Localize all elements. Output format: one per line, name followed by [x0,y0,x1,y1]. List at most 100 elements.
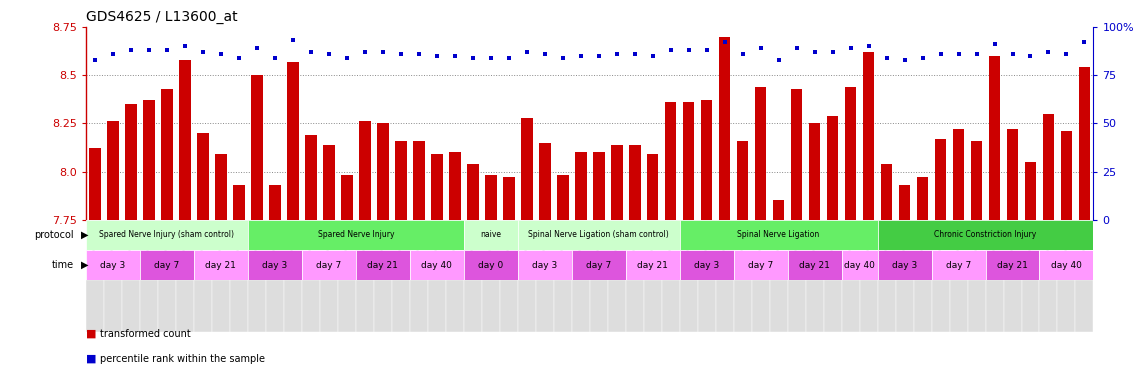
Point [121,47,140,53]
Bar [643,280,662,332]
Bar [877,220,1093,250]
Text: day 7: day 7 [316,261,341,270]
Bar [284,280,302,332]
Point [445,53,464,59]
Bar [662,280,680,332]
Bar [247,250,302,280]
Point [194,49,212,55]
Point [230,55,248,61]
Text: day 3: day 3 [892,261,917,270]
Bar [986,280,1003,332]
Point [625,51,643,57]
Bar [484,175,497,220]
Point [823,49,842,55]
Bar [697,280,716,332]
Point [716,39,734,45]
Point [751,45,769,51]
Bar [1079,67,1090,220]
Point [392,51,410,57]
Bar [899,185,910,220]
Bar [121,280,140,332]
Point [949,51,968,57]
Point [877,55,895,61]
Point [805,49,823,55]
Point [427,53,445,59]
Bar [232,185,245,220]
Point [842,45,860,51]
Bar [302,280,319,332]
Text: Spared Nerve Injury (sham control): Spared Nerve Injury (sham control) [100,230,235,239]
Bar [806,280,823,332]
Bar [86,220,247,250]
Bar [842,250,877,280]
Text: day 3: day 3 [262,261,287,270]
Bar [106,121,119,220]
Bar [769,280,788,332]
Bar [464,250,518,280]
Point [769,56,788,63]
Point [788,45,806,51]
Point [536,51,554,57]
Bar [680,220,877,250]
Bar [536,280,554,332]
Bar [428,280,445,332]
Bar [89,148,101,220]
Bar [610,144,623,220]
Bar [377,123,388,220]
Bar [895,280,914,332]
Text: transformed count: transformed count [100,329,190,339]
Bar [482,280,499,332]
Text: Spinal Nerve Ligation: Spinal Nerve Ligation [737,230,820,239]
Bar [736,141,749,220]
Point [212,51,230,57]
Point [338,55,356,61]
Bar [554,280,571,332]
Point [266,55,284,61]
Bar [197,133,208,220]
Text: ▶: ▶ [81,230,88,240]
Bar [716,280,734,332]
Bar [140,280,158,332]
Bar [1006,129,1018,220]
Bar [629,144,640,220]
Text: day 21: day 21 [997,261,1028,270]
Bar [356,250,410,280]
Bar [877,280,895,332]
Text: day 3: day 3 [694,261,719,270]
Point [968,51,986,57]
Text: day 40: day 40 [1051,261,1082,270]
Point [679,47,697,53]
Bar [410,250,464,280]
Point [464,55,482,61]
Bar [1043,114,1055,220]
Point [356,49,374,55]
Bar [1003,280,1021,332]
Bar [575,152,586,220]
Text: day 21: day 21 [799,261,830,270]
Bar [862,52,875,220]
Bar [968,280,986,332]
Bar [734,250,788,280]
Bar [395,141,406,220]
Point [140,47,158,53]
Bar [449,152,460,220]
Bar [373,280,392,332]
Bar [302,250,356,280]
Bar [842,280,860,332]
Bar [647,154,658,220]
Bar [161,89,173,220]
Text: ▶: ▶ [81,260,88,270]
Text: day 0: day 0 [479,261,504,270]
Text: Spinal Nerve Ligation (sham control): Spinal Nerve Ligation (sham control) [528,230,669,239]
Bar [143,100,155,220]
Bar [665,102,677,220]
Bar [499,280,518,332]
Bar [287,61,299,220]
Bar [392,280,410,332]
Point [104,51,123,57]
Point [895,56,914,63]
Bar [251,75,262,220]
Bar [881,164,892,220]
Text: day 40: day 40 [844,261,875,270]
Point [1057,51,1075,57]
